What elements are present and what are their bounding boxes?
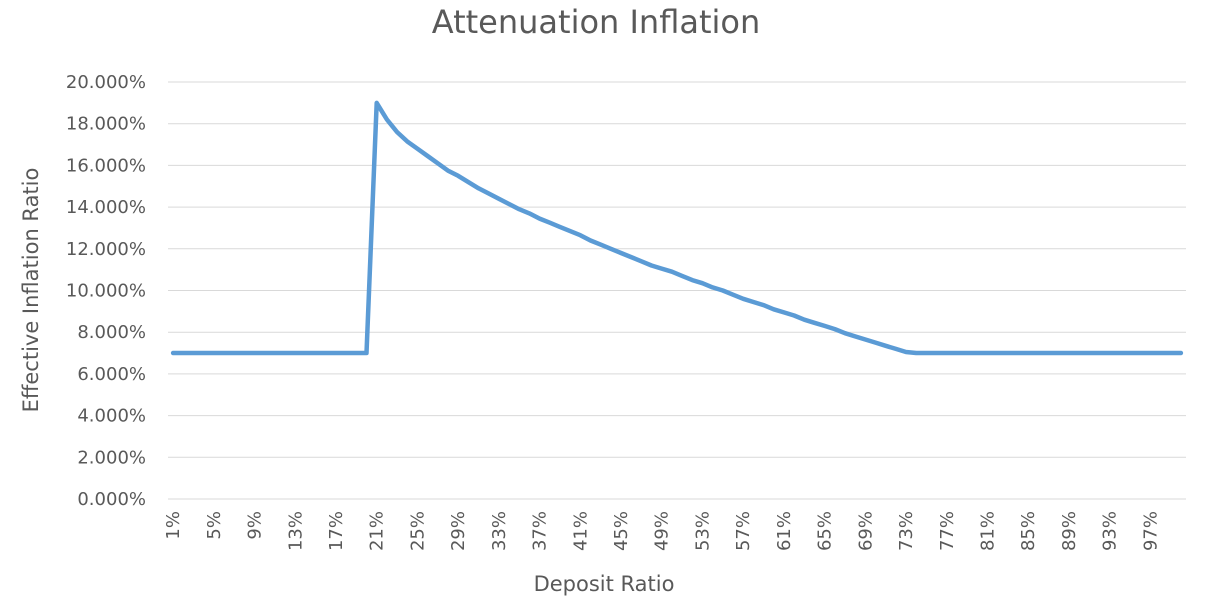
x-tick-label: 73%	[896, 511, 917, 551]
x-tick-label: 97%	[1140, 511, 1161, 551]
x-tick-label: 1%	[163, 511, 184, 540]
x-tick-label: 25%	[407, 511, 428, 551]
x-tick-label: 33%	[489, 511, 510, 551]
x-tick-label: 85%	[1018, 511, 1039, 551]
x-tick-label: 41%	[570, 511, 591, 551]
y-tick-label: 2.000%	[77, 447, 146, 468]
series-layer	[170, 100, 1184, 356]
x-tick-label: 69%	[855, 511, 876, 551]
x-tick-label: 9%	[245, 511, 266, 540]
y-tick-label: 10.000%	[66, 281, 146, 302]
x-axis-title: Deposit Ratio	[534, 572, 675, 596]
x-tick-label: 37%	[530, 511, 551, 551]
x-tick-label: 77%	[937, 511, 958, 551]
y-tick-label: 20.000%	[66, 72, 146, 93]
x-tick-label: 53%	[692, 511, 713, 551]
x-tick-label: 65%	[815, 511, 836, 551]
gridlines	[168, 81, 1186, 500]
x-tick-label: 93%	[1100, 511, 1121, 551]
x-tick-label: 81%	[977, 511, 998, 551]
x-tick-label: 13%	[285, 511, 306, 551]
x-tick-label: 21%	[367, 511, 388, 551]
y-tick-label: 18.000%	[66, 114, 146, 135]
x-axis-tick-labels: 1% 5% 9% 13% 17% 21% 25% 29% 33% 37% 41% 45% 49% 53% 5…	[163, 511, 1161, 551]
x-tick-label: 29%	[448, 511, 469, 551]
y-axis-title: Effective Inflation Ratio	[19, 168, 43, 413]
x-tick-label: 49%	[652, 511, 673, 551]
x-tick-label: 5%	[204, 511, 225, 540]
y-tick-label: 16.000%	[66, 155, 146, 176]
y-tick-label: 8.000%	[77, 322, 146, 343]
x-tick-label: 61%	[774, 511, 795, 551]
x-tick-label: 17%	[326, 511, 347, 551]
chart-title: Attenuation Inflation	[432, 3, 761, 41]
y-tick-label: 6.000%	[77, 364, 146, 385]
y-tick-label: 4.000%	[77, 406, 146, 427]
y-tick-label: 0.000%	[77, 489, 146, 510]
y-axis-tick-labels: 0.000% 2.000% 4.000% 6.000% 8.000% 10.000% 12.…	[66, 72, 146, 510]
x-tick-label: 45%	[611, 511, 632, 551]
x-tick-label: 57%	[733, 511, 754, 551]
y-tick-label: 12.000%	[66, 239, 146, 260]
y-tick-label: 14.000%	[66, 197, 146, 218]
series-line	[170, 100, 1184, 356]
x-tick-label: 89%	[1059, 511, 1080, 551]
